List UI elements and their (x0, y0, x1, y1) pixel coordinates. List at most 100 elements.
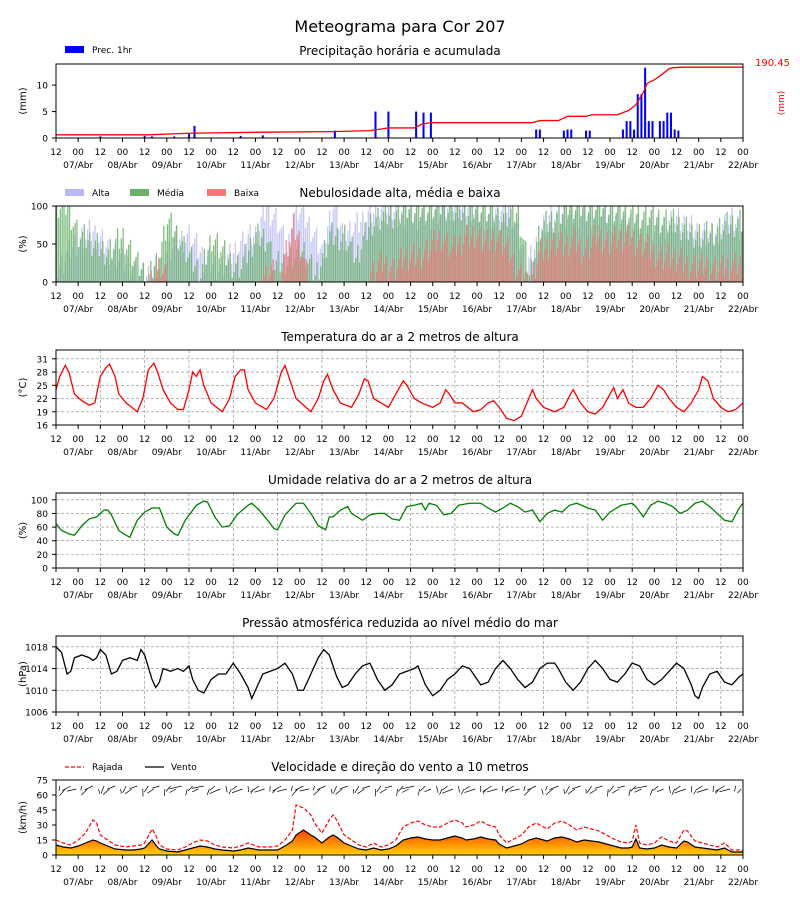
wind-direction-arrow (362, 785, 371, 789)
cloud-bar-low (405, 249, 407, 282)
cloud-bar-mid (656, 217, 658, 282)
cloud-bar-low (610, 244, 612, 282)
x-hour-label: 00 (205, 148, 217, 158)
cloud-bar-low (564, 245, 566, 282)
cloud-bar-mid (242, 256, 244, 282)
cloud-bar-mid (658, 209, 660, 282)
wind-direction-arrow (734, 785, 736, 792)
x-hour-label: 12 (183, 578, 194, 588)
cloud-bar-low (370, 272, 372, 282)
cloud-bar-mid (131, 266, 134, 282)
cloud-bar-low (651, 251, 653, 282)
x-day-label: 22/Abr (728, 735, 758, 745)
cloud-bar-high (147, 265, 150, 282)
y-tick-label: 1010 (25, 687, 48, 697)
cloud-bar-mid (726, 212, 728, 282)
x-hour-label: 00 (693, 435, 705, 445)
precip-bar (374, 111, 377, 138)
x-day-label: 16/Abr (462, 161, 492, 171)
wind-direction-arrow (250, 785, 260, 793)
cloud-bar-low (468, 245, 470, 282)
x-day-label: 10/Abr (196, 305, 226, 315)
cloud-bar-mid (166, 224, 169, 282)
cloud-bar-low (385, 257, 387, 282)
cloud-bar-mid (582, 207, 584, 282)
wind-direction-arrow (464, 788, 476, 793)
cloud-bar-low (628, 245, 631, 282)
cloud-bar-mid (728, 233, 730, 282)
cloud-bar-mid (61, 206, 63, 282)
cloud-bar-low (603, 246, 605, 282)
precip-bar (239, 135, 242, 138)
cloud-bar-mid (460, 220, 462, 282)
cloud-bar-mid (358, 262, 361, 282)
legend-swatch-low (207, 189, 226, 196)
cloud-bar-mid (155, 253, 158, 282)
cloud-bar-mid (124, 254, 126, 282)
y-axis-label: (°C) (18, 378, 29, 398)
cloud-bar-low (577, 245, 579, 282)
x-day-label: 21/Abr (684, 448, 714, 458)
wind-direction-arrow (396, 788, 398, 797)
cloud-bar-mid (417, 206, 420, 282)
cloud-bar-mid (482, 206, 484, 282)
x-day-label: 21/Abr (684, 161, 714, 171)
x-hour-label: 00 (604, 292, 616, 302)
cloud-bar-high (317, 253, 320, 282)
cloud-bar-mid (225, 265, 228, 282)
y-tick-label: 31 (37, 355, 48, 365)
cloud-bar-low (721, 254, 723, 282)
wind-direction-arrow (291, 788, 299, 796)
cloud-bar-low (719, 263, 721, 282)
wind-direction-arrow (458, 785, 460, 793)
wind-direction-arrow (122, 785, 127, 793)
cloud-bar-mid (224, 240, 226, 282)
cloud-bar-mid (172, 237, 174, 282)
wind-direction-arrow (276, 788, 287, 792)
cloud-bar-mid (449, 206, 451, 282)
cloud-bar-mid (661, 225, 664, 282)
x-hour-label: 00 (427, 578, 439, 588)
panel-1: Nebulosidade alta, média e baixa (%) 0 50 10… (18, 186, 758, 315)
cloud-bar-low (165, 264, 167, 282)
wind-direction-arrow (649, 788, 653, 796)
cloud-bar-low (501, 254, 503, 282)
x-hour-label: 12 (361, 435, 372, 445)
cloud-bar-mid (650, 209, 652, 282)
cloud-bar-low (440, 250, 442, 282)
cloud-bar-mid (270, 240, 272, 282)
wind-direction-arrow (100, 785, 105, 794)
pressure-line (55, 646, 744, 701)
wind-direction-arrow (58, 785, 61, 792)
cloud-bar-mid (185, 262, 187, 282)
x-hour-label: 00 (560, 578, 572, 588)
cloud-bar-mid (139, 276, 141, 282)
x-day-label: 20/Abr (639, 591, 669, 601)
wind-direction-arrow (206, 788, 210, 796)
cloud-bar-mid (209, 235, 211, 282)
cloud-bar-mid (227, 259, 230, 282)
wind-direction-arrow (671, 788, 675, 795)
cloud-bar-mid (100, 248, 102, 282)
cloud-bar-mid (87, 240, 89, 282)
cloud-bar-low (387, 280, 389, 282)
cloud-bar-mid (731, 215, 734, 282)
cloud-bar-mid (174, 231, 176, 282)
cloud-bar-mid (91, 255, 93, 282)
x-hour-label: 00 (560, 292, 572, 302)
cloud-bar-low (388, 273, 391, 282)
x-hour-label: 12 (538, 865, 549, 875)
x-hour-label: 00 (737, 435, 749, 445)
cloud-bar-low (303, 258, 306, 282)
cloud-bar-mid (240, 268, 242, 282)
x-hour-label: 12 (493, 292, 504, 302)
precip-bar (429, 112, 432, 138)
panel-frame (55, 63, 744, 139)
cloud-bar-mid (674, 232, 676, 282)
x-hour-label: 12 (50, 435, 61, 445)
cloud-bar-mid (205, 264, 207, 282)
x-day-label: 13/Abr (329, 161, 359, 171)
cloud-bar-mid (528, 275, 531, 282)
cloud-bar-low (427, 260, 429, 282)
wind-direction-arrow (482, 785, 493, 792)
